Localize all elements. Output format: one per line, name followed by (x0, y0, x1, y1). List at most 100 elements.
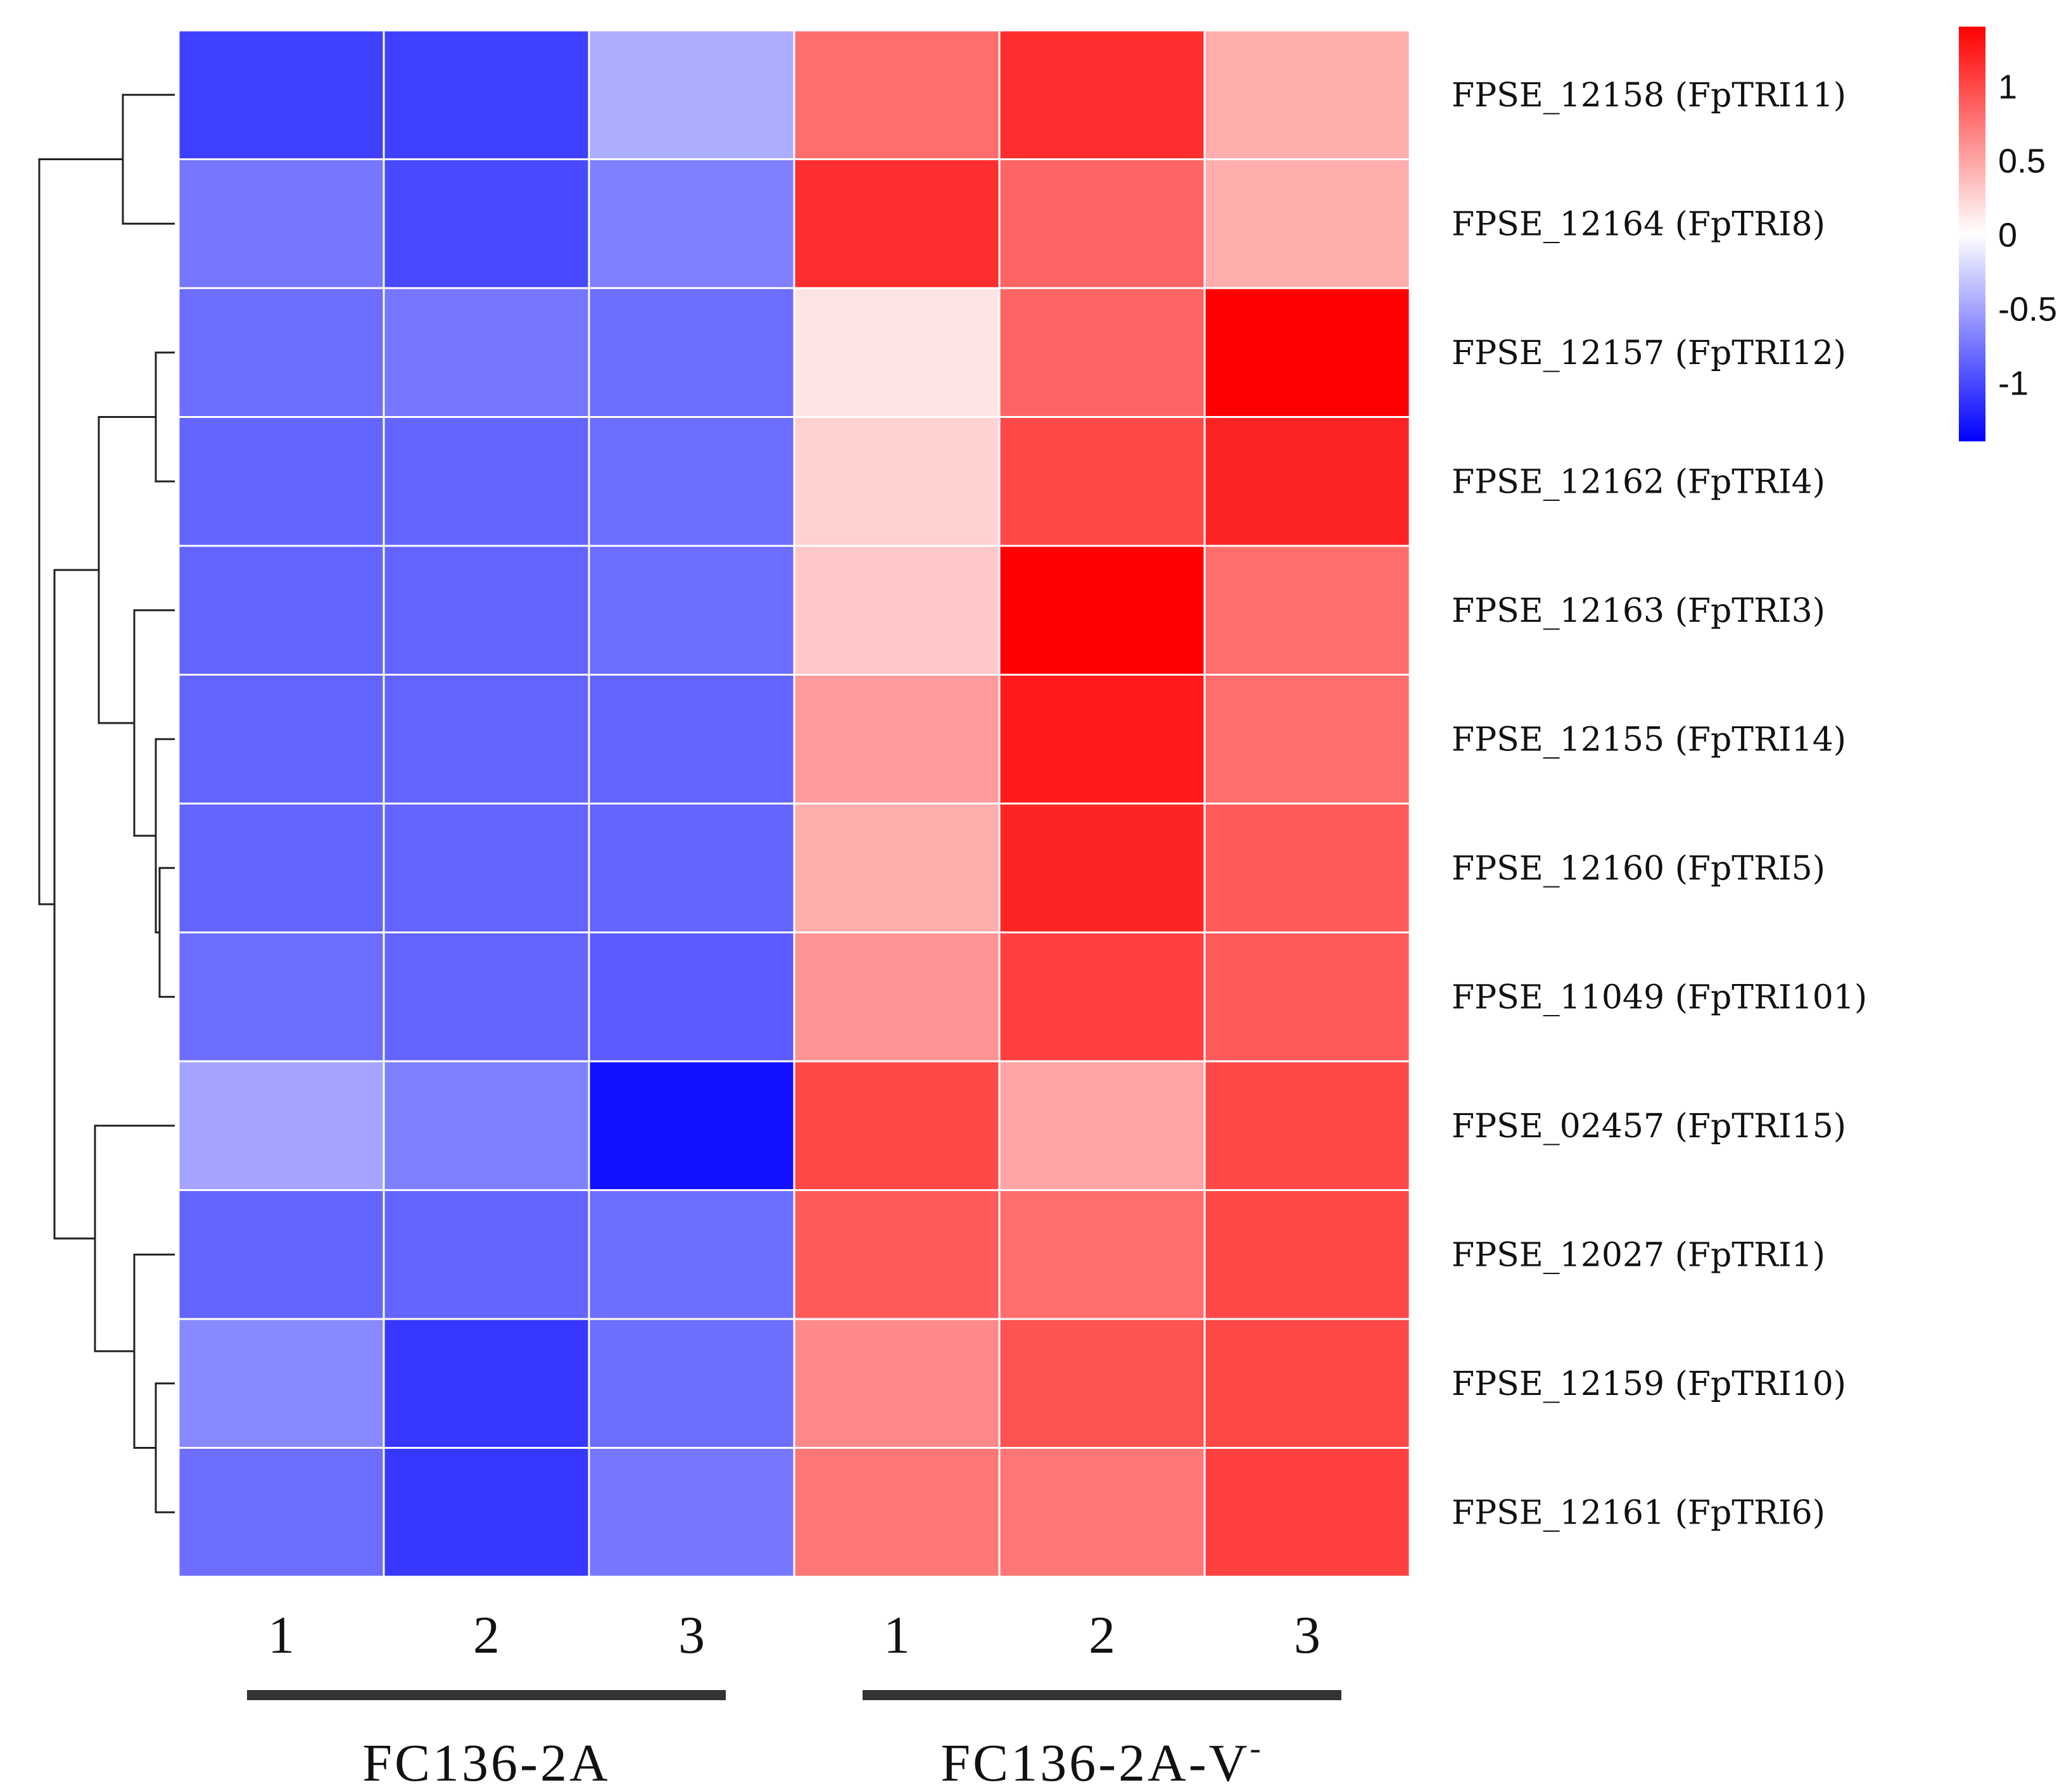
row-label: FPSE_12162 (FpTRI4) (1452, 463, 1825, 501)
heatmap-cell (998, 416, 1206, 547)
dendrogram-branch (122, 94, 175, 225)
row-dendrogram (38, 94, 175, 1513)
heatmap-cell (588, 416, 795, 547)
heatmap-cell (383, 1060, 590, 1191)
heatmap-cell (177, 674, 385, 805)
heatmap-cell (383, 158, 590, 289)
heatmap-cell (383, 545, 590, 676)
heatmap-cell (998, 802, 1206, 933)
heatmap-cells (177, 29, 1411, 1578)
heatmap-cell (998, 158, 1206, 289)
heatmap-cell (793, 674, 1001, 805)
heatmap-cell (1203, 931, 1411, 1063)
column-label: 1 (268, 1606, 294, 1665)
row-label: FPSE_11049 (FpTRI101) (1452, 978, 1867, 1016)
heatmap-cell (998, 1189, 1206, 1320)
dendrogram-branch (133, 609, 175, 837)
heatmap-cell (998, 545, 1206, 676)
column-label: 2 (1089, 1606, 1115, 1665)
group-label: FC136-2A (362, 1734, 610, 1792)
row-label: FPSE_12163 (FpTRI3) (1452, 592, 1825, 630)
heatmap-cell (1203, 674, 1411, 805)
heatmap-cell (793, 1318, 1001, 1449)
legend-tick-label: -0.5 (1998, 290, 2057, 328)
heatmap-cell (177, 1318, 385, 1449)
heatmap-cell (1203, 416, 1411, 547)
heatmap-cell (177, 416, 385, 547)
legend-tick-label: 1 (1998, 68, 2017, 106)
heatmap-cell (1203, 158, 1411, 289)
heatmap-cell (998, 931, 1206, 1063)
heatmap-cell (998, 674, 1206, 805)
heatmap-cell (383, 1189, 590, 1320)
heatmap-cell (588, 931, 795, 1063)
heatmap-cell (1203, 1447, 1411, 1578)
heatmap-cell (793, 545, 1001, 676)
legend-colorbar (1959, 27, 1985, 441)
group-label: FC136-2A-V- (940, 1731, 1263, 1792)
row-label: FPSE_12155 (FpTRI14) (1452, 721, 1846, 759)
column-label: 2 (473, 1606, 500, 1665)
heatmap-cell (1203, 287, 1411, 418)
heatmap-cell (793, 802, 1001, 933)
dendrogram-branch (158, 867, 175, 998)
heatmap-cell (588, 545, 795, 676)
heatmap-cell (383, 674, 590, 805)
heatmap-cell (1203, 1060, 1411, 1191)
dendrogram-branch (38, 158, 123, 905)
heatmap-cell (588, 674, 795, 805)
heatmap-cell (998, 1060, 1206, 1191)
dendrogram-branch (98, 416, 156, 724)
heatmap-cell (588, 29, 795, 160)
heatmap-cell (177, 287, 385, 418)
heatmap-cell (383, 931, 590, 1063)
row-label: FPSE_12158 (FpTRI11) (1452, 77, 1846, 115)
row-label: FPSE_12159 (FpTRI10) (1452, 1365, 1846, 1403)
column-labels: 1 2 3 1 2 3 (268, 1606, 1320, 1665)
dendrogram-branch (155, 351, 175, 483)
row-label: FPSE_02457 (FpTRI15) (1452, 1107, 1846, 1145)
heatmap-cell (1203, 545, 1411, 676)
heatmap-cell (998, 1318, 1206, 1449)
heatmap-cell (383, 287, 590, 418)
color-legend: 1 0.5 0 -0.5 -1 (1959, 27, 2057, 441)
heatmap-cell (588, 1060, 795, 1191)
row-label: FPSE_12027 (FpTRI1) (1452, 1236, 1825, 1274)
heatmap-cell (177, 1447, 385, 1578)
heatmap-cell (588, 287, 795, 418)
sample-groups: FC136-2A FC136-2A-V- (247, 1690, 1341, 1792)
heatmap-cell (1203, 802, 1411, 933)
dendrogram-branch (53, 569, 99, 1240)
heatmap-cell (793, 29, 1001, 160)
heatmap-cell (998, 29, 1206, 160)
legend-tick-label: 0.5 (1998, 142, 2046, 180)
column-label: 3 (678, 1606, 705, 1665)
heatmap-cell (588, 1447, 795, 1578)
heatmap-cell (793, 416, 1001, 547)
heatmap-cell (383, 29, 590, 160)
heatmap-cell (793, 1060, 1001, 1191)
heatmap-cell (793, 1189, 1001, 1320)
heatmap-cell (793, 1447, 1001, 1578)
row-labels: FPSE_12158 (FpTRI11) FPSE_12164 (FpTRI8) F… (1452, 77, 1867, 1532)
heatmap-cell (1203, 1189, 1411, 1320)
heatmap-cell (1203, 29, 1411, 160)
row-label: FPSE_12157 (FpTRI12) (1452, 334, 1846, 372)
heatmap-cell (588, 158, 795, 289)
legend-tick-label: 0 (1998, 217, 2017, 255)
legend-tick-label: -1 (1998, 364, 2029, 402)
column-label: 1 (883, 1606, 910, 1665)
heatmap-cell (998, 287, 1206, 418)
heatmap-cell (383, 802, 590, 933)
heatmap-cell (177, 931, 385, 1063)
heatmap-cell (588, 802, 795, 933)
row-label: FPSE_12161 (FpTRI6) (1452, 1494, 1825, 1532)
heatmap-cell (177, 29, 385, 160)
dendrogram-branch (155, 1382, 175, 1513)
heatmap-cell (177, 802, 385, 933)
heatmap-cell (177, 545, 385, 676)
heatmap-cell (793, 931, 1001, 1063)
column-label: 3 (1294, 1606, 1320, 1665)
heatmap-cell (383, 1447, 590, 1578)
